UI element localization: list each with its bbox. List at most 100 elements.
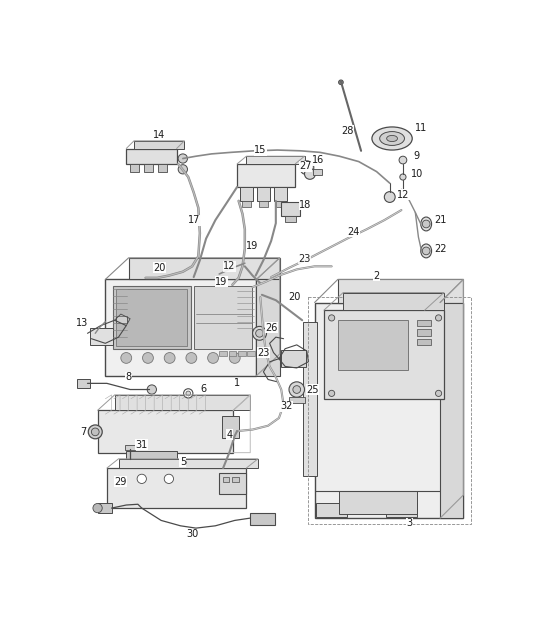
Bar: [98, 504, 112, 512]
Text: 18: 18: [299, 200, 311, 210]
Text: 27: 27: [299, 161, 312, 171]
Circle shape: [399, 156, 407, 164]
Text: 12: 12: [397, 190, 409, 200]
Text: 13: 13: [76, 318, 88, 328]
Text: 31: 31: [136, 440, 148, 450]
Circle shape: [293, 386, 301, 393]
Circle shape: [143, 352, 153, 364]
Circle shape: [422, 220, 430, 228]
Circle shape: [164, 352, 175, 364]
Text: 16: 16: [312, 155, 324, 165]
Ellipse shape: [421, 244, 432, 258]
Text: 26: 26: [265, 323, 277, 333]
Text: 30: 30: [186, 529, 198, 539]
Bar: [417, 330, 431, 335]
Bar: [285, 216, 296, 222]
Text: 23: 23: [298, 254, 311, 264]
Bar: [219, 351, 227, 357]
Text: 29: 29: [114, 477, 127, 487]
Text: 23: 23: [257, 347, 270, 357]
Text: 19: 19: [246, 241, 259, 251]
Bar: [129, 258, 280, 279]
Text: 31: 31: [136, 440, 148, 450]
Bar: [113, 286, 191, 349]
Text: 32: 32: [281, 401, 293, 411]
Text: 1: 1: [234, 378, 240, 388]
Circle shape: [178, 154, 187, 163]
Text: 21: 21: [434, 215, 446, 225]
Text: 10: 10: [411, 169, 423, 179]
Bar: [238, 351, 246, 357]
Bar: [116, 289, 187, 345]
Bar: [114, 395, 250, 410]
Bar: [274, 187, 287, 201]
Bar: [130, 164, 140, 171]
Circle shape: [92, 428, 99, 436]
Circle shape: [252, 327, 267, 340]
Bar: [246, 156, 305, 164]
Text: 5: 5: [180, 457, 186, 467]
Bar: [259, 201, 268, 207]
Ellipse shape: [380, 132, 404, 146]
Bar: [98, 410, 233, 453]
Circle shape: [289, 382, 305, 398]
Text: 9: 9: [414, 151, 420, 161]
Bar: [237, 164, 295, 187]
Bar: [314, 303, 463, 518]
Bar: [193, 286, 252, 349]
Text: 10: 10: [411, 169, 423, 179]
Text: 3: 3: [406, 519, 412, 529]
Text: 20: 20: [288, 292, 301, 302]
Bar: [417, 338, 431, 345]
Bar: [338, 320, 408, 371]
Bar: [343, 293, 444, 310]
Bar: [116, 316, 127, 323]
Text: 26: 26: [265, 323, 277, 333]
Circle shape: [208, 352, 219, 364]
Text: 19: 19: [215, 277, 228, 287]
Bar: [417, 320, 431, 327]
Text: 21: 21: [434, 215, 446, 225]
Circle shape: [384, 192, 395, 202]
Circle shape: [229, 352, 240, 364]
Bar: [222, 416, 239, 438]
Text: 8: 8: [125, 372, 132, 382]
Circle shape: [435, 390, 441, 396]
Text: 7: 7: [81, 427, 87, 437]
Text: 15: 15: [254, 145, 267, 155]
Ellipse shape: [386, 136, 397, 141]
Text: 6: 6: [201, 384, 207, 394]
Circle shape: [329, 390, 335, 396]
Bar: [134, 141, 184, 148]
Text: 1: 1: [234, 378, 240, 388]
Circle shape: [186, 391, 191, 396]
Text: 7: 7: [81, 427, 87, 437]
Circle shape: [338, 80, 343, 85]
Text: 20: 20: [153, 263, 166, 273]
Bar: [313, 170, 322, 175]
Circle shape: [147, 385, 156, 394]
Circle shape: [184, 389, 193, 398]
Text: 6: 6: [201, 384, 207, 394]
Text: 20: 20: [153, 263, 166, 273]
Text: 9: 9: [414, 151, 420, 161]
Bar: [161, 459, 175, 467]
Text: 30: 30: [186, 529, 198, 539]
Text: 22: 22: [434, 244, 446, 254]
Bar: [223, 477, 229, 482]
Bar: [281, 202, 300, 216]
Text: 28: 28: [341, 126, 353, 136]
Circle shape: [303, 164, 311, 171]
Text: 24: 24: [347, 227, 360, 237]
Circle shape: [164, 474, 173, 484]
Text: 4: 4: [226, 430, 232, 440]
Bar: [340, 491, 417, 514]
Bar: [440, 303, 463, 518]
Text: 19: 19: [246, 241, 259, 251]
Circle shape: [329, 315, 335, 321]
Text: 29: 29: [114, 477, 127, 487]
Text: 14: 14: [154, 129, 166, 139]
Bar: [105, 279, 257, 376]
Bar: [276, 201, 285, 207]
Bar: [240, 187, 252, 201]
